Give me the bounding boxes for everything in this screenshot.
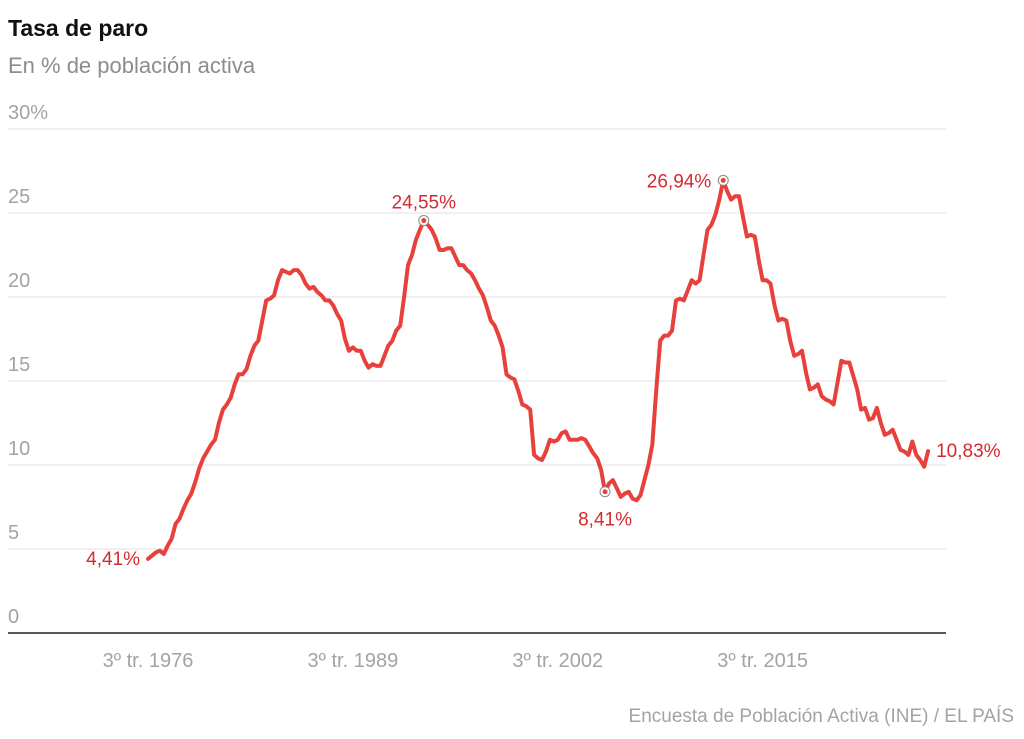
value-label: 4,41% xyxy=(86,549,140,570)
point-dot xyxy=(602,489,608,495)
x-tick-label: 3º tr. 1976 xyxy=(103,650,194,672)
y-tick-label: 10 xyxy=(8,438,30,460)
y-tick-label: 15 xyxy=(8,354,30,376)
y-tick-label: 30% xyxy=(8,102,48,124)
value-label: 24,55% xyxy=(392,193,457,214)
y-tick-label: 0 xyxy=(8,606,19,628)
y-tick-label: 20 xyxy=(8,270,30,292)
value-label: 8,41% xyxy=(578,510,632,531)
point-dot xyxy=(720,177,726,183)
y-tick-label: 25 xyxy=(8,186,30,208)
chart-subtitle: En % de población activa xyxy=(8,53,256,78)
value-label: 10,83% xyxy=(936,441,1001,462)
x-tick-label: 3º tr. 2002 xyxy=(512,650,603,672)
y-tick-label: 5 xyxy=(8,522,19,544)
x-tick-label: 3º tr. 1989 xyxy=(308,650,399,672)
data-line xyxy=(146,178,931,561)
point-dot xyxy=(421,218,427,224)
chart-title: Tasa de paro xyxy=(8,15,148,41)
x-tick-label: 3º tr. 2015 xyxy=(717,650,808,672)
source-note: Encuesta de Población Activa (INE) / EL … xyxy=(629,706,1014,727)
value-label: 26,94% xyxy=(647,171,712,192)
